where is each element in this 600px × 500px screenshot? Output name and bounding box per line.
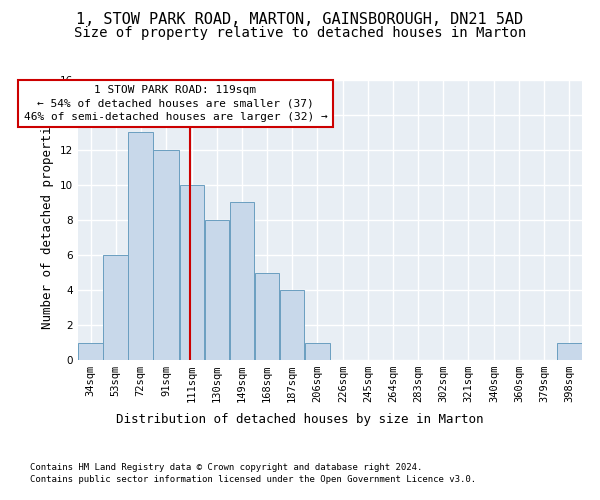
Bar: [230, 202, 254, 360]
Bar: [153, 150, 179, 360]
Bar: [179, 185, 204, 360]
Text: 1 STOW PARK ROAD: 119sqm
← 54% of detached houses are smaller (37)
46% of semi-d: 1 STOW PARK ROAD: 119sqm ← 54% of detach…: [23, 85, 327, 122]
Text: Distribution of detached houses by size in Marton: Distribution of detached houses by size …: [116, 412, 484, 426]
Bar: [557, 342, 582, 360]
Bar: [103, 255, 128, 360]
Y-axis label: Number of detached properties: Number of detached properties: [41, 112, 55, 329]
Bar: [78, 342, 103, 360]
Bar: [205, 220, 229, 360]
Bar: [128, 132, 153, 360]
Bar: [254, 272, 279, 360]
Bar: [280, 290, 304, 360]
Text: Size of property relative to detached houses in Marton: Size of property relative to detached ho…: [74, 26, 526, 40]
Text: 1, STOW PARK ROAD, MARTON, GAINSBOROUGH, DN21 5AD: 1, STOW PARK ROAD, MARTON, GAINSBOROUGH,…: [76, 12, 524, 28]
Bar: [305, 342, 331, 360]
Text: Contains public sector information licensed under the Open Government Licence v3: Contains public sector information licen…: [30, 475, 476, 484]
Text: Contains HM Land Registry data © Crown copyright and database right 2024.: Contains HM Land Registry data © Crown c…: [30, 462, 422, 471]
